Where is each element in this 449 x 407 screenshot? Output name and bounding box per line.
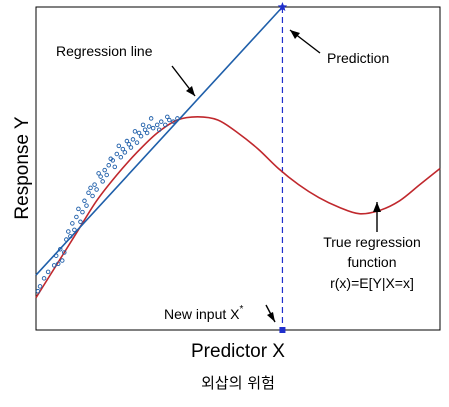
data-point bbox=[104, 172, 109, 178]
data-point bbox=[74, 214, 79, 220]
data-point bbox=[118, 154, 124, 160]
data-point bbox=[66, 229, 71, 234]
data-point bbox=[148, 116, 154, 121]
new-input-marker bbox=[279, 327, 286, 333]
prediction-arrowhead bbox=[290, 30, 300, 39]
data-point bbox=[51, 263, 57, 268]
data-point bbox=[106, 163, 111, 168]
data-point bbox=[140, 122, 146, 128]
y-axis-label: Response Y bbox=[12, 116, 33, 219]
data-point bbox=[175, 116, 180, 121]
series-layer bbox=[35, 2, 441, 333]
data-point bbox=[96, 171, 101, 176]
data-point bbox=[128, 145, 134, 150]
data-point bbox=[126, 142, 132, 147]
data-point bbox=[156, 127, 162, 132]
true-function-label-line1: True regression bbox=[323, 234, 421, 250]
data-point bbox=[154, 122, 160, 128]
data-point bbox=[120, 146, 126, 152]
prediction-star-marker bbox=[277, 2, 288, 12]
true-function-label-line2: function bbox=[347, 254, 396, 270]
true-function-arrowhead bbox=[373, 202, 381, 212]
data-point bbox=[150, 125, 156, 131]
data-point bbox=[90, 193, 95, 199]
data-point bbox=[68, 234, 73, 239]
data-point bbox=[55, 261, 61, 267]
data-point bbox=[134, 140, 140, 145]
annotation-layer: Regression line Prediction True regressi… bbox=[56, 29, 421, 323]
data-point bbox=[136, 130, 142, 136]
data-point bbox=[112, 164, 118, 170]
new-input-label: New input X* bbox=[164, 304, 243, 322]
data-point bbox=[80, 209, 85, 215]
data-point bbox=[98, 174, 103, 179]
data-point bbox=[41, 276, 47, 281]
data-point bbox=[100, 179, 105, 184]
data-point bbox=[116, 143, 122, 149]
true-regression-curve bbox=[35, 116, 441, 299]
data-point bbox=[114, 151, 120, 157]
true-function-label-line3: r(x)=E[Y|X=x] bbox=[330, 275, 414, 291]
data-point bbox=[88, 185, 93, 191]
regression-line-arrowhead bbox=[186, 86, 195, 96]
data-point bbox=[45, 269, 51, 275]
data-point bbox=[138, 133, 144, 139]
data-point bbox=[57, 246, 63, 252]
x-axis-label: Predictor X bbox=[191, 341, 285, 362]
data-point bbox=[70, 221, 75, 226]
new-input-superscript: * bbox=[239, 304, 243, 315]
data-point bbox=[124, 138, 130, 144]
data-point bbox=[165, 114, 170, 120]
data-point bbox=[163, 122, 168, 128]
data-point bbox=[82, 198, 87, 204]
data-point bbox=[35, 288, 41, 294]
data-point bbox=[76, 206, 81, 212]
data-point bbox=[142, 127, 148, 132]
data-point bbox=[102, 167, 107, 173]
data-point bbox=[146, 124, 152, 129]
data-point bbox=[171, 119, 176, 124]
data-point bbox=[84, 203, 89, 208]
data-point bbox=[86, 190, 91, 195]
data-point bbox=[122, 150, 128, 155]
data-point bbox=[92, 182, 97, 187]
data-point bbox=[53, 253, 59, 258]
regression-line bbox=[35, 6, 284, 276]
data-point bbox=[167, 117, 172, 123]
data-point bbox=[78, 219, 83, 225]
data-point bbox=[37, 284, 43, 289]
new-input-label-text: New input X bbox=[164, 306, 240, 322]
data-point bbox=[72, 227, 77, 233]
data-point bbox=[94, 187, 99, 192]
figure-caption: 외삽의 위험 bbox=[201, 374, 275, 392]
new-input-arrowhead bbox=[267, 312, 275, 322]
data-point bbox=[158, 119, 164, 124]
data-point bbox=[130, 137, 136, 142]
data-point bbox=[62, 250, 67, 255]
data-point bbox=[132, 129, 138, 134]
data-point bbox=[144, 130, 150, 136]
data-point bbox=[60, 258, 65, 263]
data-point bbox=[108, 156, 113, 162]
data-point bbox=[64, 237, 69, 242]
prediction-label: Prediction bbox=[327, 50, 389, 66]
regression-line-label: Regression line bbox=[56, 43, 153, 59]
